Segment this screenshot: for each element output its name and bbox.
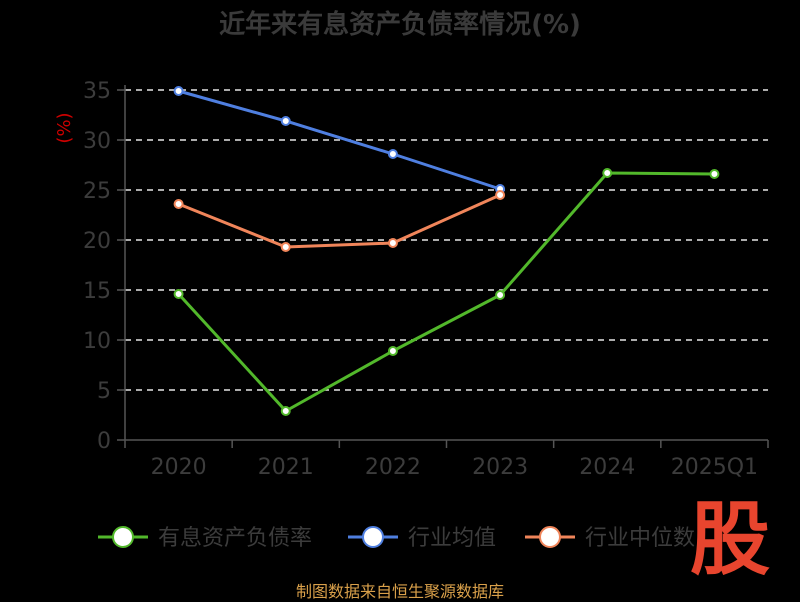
data-point bbox=[709, 169, 720, 179]
legend-label: 行业均值 bbox=[408, 526, 496, 551]
grid-lines bbox=[125, 89, 768, 391]
x-tick-label: 2023 bbox=[472, 455, 528, 480]
x-tick-label: 2022 bbox=[365, 455, 421, 480]
y-tick-label: 10 bbox=[83, 329, 111, 354]
data-point bbox=[387, 346, 398, 356]
x-tick-label: 2024 bbox=[579, 455, 635, 480]
y-axis-label: (%) bbox=[54, 112, 75, 143]
axes: 0 5 10 15 20 25 30 35 2020 2021 2022 2023 2024 2025Q1 bbox=[83, 79, 769, 480]
legend-label: 有息资产负债率 bbox=[158, 526, 312, 551]
y-tick-label: 25 bbox=[83, 179, 111, 204]
x-tick-label: 2020 bbox=[151, 455, 207, 480]
watermark-logo: 股 bbox=[690, 493, 770, 586]
data-point bbox=[173, 86, 184, 96]
data-point bbox=[387, 149, 398, 159]
series-line bbox=[177, 171, 715, 413]
source-note: 制图数据来自恒生聚源数据库 bbox=[295, 582, 504, 601]
data-point bbox=[495, 290, 506, 300]
y-tick-label: 15 bbox=[83, 279, 111, 304]
x-tick-label: 2025Q1 bbox=[671, 455, 758, 480]
legend-label: 行业中位数 bbox=[585, 526, 695, 551]
legend: 有息资产负债率 行业均值 行业中位数 bbox=[98, 526, 695, 551]
data-point bbox=[387, 238, 398, 248]
data-point bbox=[602, 168, 613, 178]
y-tick-label: 35 bbox=[83, 79, 111, 104]
data-point bbox=[280, 406, 291, 416]
y-tick-label: 0 bbox=[97, 429, 111, 454]
y-tick-label: 20 bbox=[83, 229, 111, 254]
data-point bbox=[173, 289, 184, 299]
series-line bbox=[178, 193, 501, 249]
legend-marker bbox=[112, 526, 134, 548]
y-tick-label: 5 bbox=[97, 379, 111, 404]
series-line bbox=[178, 89, 501, 191]
x-tick-label: 2021 bbox=[258, 455, 314, 480]
legend-marker bbox=[362, 526, 384, 548]
legend-marker bbox=[539, 526, 561, 548]
series-group bbox=[173, 86, 720, 416]
data-point bbox=[280, 116, 291, 126]
data-point bbox=[495, 190, 506, 200]
data-point bbox=[280, 242, 291, 252]
chart-title: 近年来有息资产负债率情况(%) bbox=[219, 10, 581, 40]
y-tick-label: 30 bbox=[83, 129, 111, 154]
data-point bbox=[173, 199, 184, 209]
